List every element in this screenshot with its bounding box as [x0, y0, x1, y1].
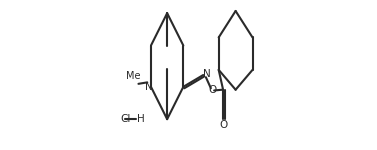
- Text: N: N: [145, 82, 153, 92]
- Text: H: H: [137, 114, 144, 124]
- Text: Cl: Cl: [121, 114, 131, 124]
- Text: O: O: [220, 120, 228, 130]
- Text: N: N: [203, 69, 211, 79]
- Text: Me: Me: [126, 71, 141, 81]
- Text: O: O: [208, 85, 217, 95]
